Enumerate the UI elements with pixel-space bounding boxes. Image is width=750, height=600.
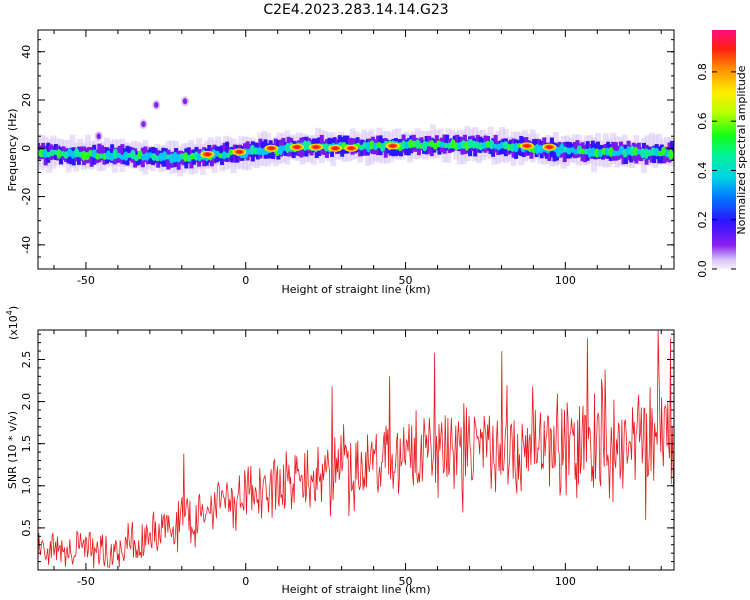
y-tick-label: 1.0 [20, 477, 33, 495]
spectrogram-outlier [96, 133, 101, 140]
spectrogram-band [38, 96, 674, 177]
spectrogram-body [97, 143, 102, 163]
x-tick-label: -50 [77, 575, 95, 588]
y-tick-label: -40 [20, 236, 33, 254]
spectrogram-body [166, 149, 171, 170]
colorbar-tick-label: 0.6 [696, 112, 709, 130]
snr-series-line [38, 330, 674, 569]
colorbar: 0.0 0.2 0.4 0.6 0.8 Normalized spectral ampl… [696, 30, 748, 278]
y-tick-label: 0.5 [20, 519, 33, 537]
spectrogram-core [302, 140, 308, 151]
y-tick-label: 1.5 [20, 435, 33, 453]
y-tick-label: 2.5 [20, 351, 33, 369]
figure-title: C2E4.2023.283.14.14.G23 [263, 2, 448, 18]
spectrogram-core [594, 148, 600, 158]
spectrogram-body [225, 141, 230, 162]
spectrogram-peak [268, 146, 275, 150]
spectrogram-core [225, 152, 231, 158]
spectrogram-core [408, 138, 414, 149]
colorbar-tick-label: 0.0 [696, 260, 709, 278]
spectrogram-core [56, 149, 62, 159]
spectrogram-core [260, 147, 266, 156]
spectrogram-body [347, 137, 352, 151]
spectrogram-xlabel: Height of straight line (km) [281, 283, 430, 296]
spectrogram-body [445, 134, 450, 151]
y-tick-label: 40 [20, 45, 33, 59]
x-tick-label: 0 [242, 274, 249, 287]
spectrogram-body [99, 145, 104, 161]
y-tick-label: -20 [20, 188, 33, 206]
spectrogram-ticks: -50 0 50 100 40 20 0 -20 -40 [20, 30, 674, 287]
spectrogram-body [552, 142, 557, 162]
spectrogram-body [455, 134, 460, 151]
spectrogram-core [221, 151, 227, 160]
spectrogram-body [89, 147, 94, 167]
colorbar-tick-label: 0.2 [696, 211, 709, 229]
spectrogram-frame [37, 29, 675, 270]
spectrogram-core [123, 151, 129, 161]
colorbar-tick-label: 0.8 [696, 63, 709, 81]
spectrogram-outlier [141, 121, 146, 128]
spectrogram-peak [523, 144, 530, 148]
spectrogram-ylabel: Frequency (Hz) [6, 109, 19, 192]
x-tick-label: -50 [77, 274, 95, 287]
spectrogram-peak [313, 145, 320, 149]
spectrogram-core [228, 149, 234, 156]
svg-text:(x104): (x104) [5, 306, 20, 340]
x-tick-label: 50 [399, 575, 413, 588]
spectrogram-outlier [182, 98, 188, 105]
colorbar-label: Normalized spectral amplitude [735, 65, 748, 234]
spectrogram-panel: -50 0 50 100 40 20 0 -20 -40 Height of straight … [6, 29, 675, 296]
colorbar-ticks: 0.0 0.2 0.4 0.6 0.8 [696, 63, 736, 278]
snr-ylabel: SNR (10 * v/v) [6, 411, 19, 489]
spectrogram-core [668, 149, 674, 161]
spectrogram-peak [204, 152, 211, 156]
spectrogram-peak [546, 145, 553, 149]
y-tick-label: 20 [20, 93, 33, 107]
x-tick-label: 0 [242, 575, 249, 588]
spectrogram-outlier [154, 101, 159, 108]
colorbar-tick-label: 0.4 [696, 162, 709, 180]
x-tick-label: 100 [555, 575, 576, 588]
spectrogram-peak [389, 144, 396, 148]
spectrogram-peak [293, 145, 300, 149]
x-tick-label: 100 [555, 274, 576, 287]
spectrogram-peak [348, 146, 355, 150]
spectrogram-core [559, 143, 565, 154]
spectrogram-core [633, 146, 639, 156]
spectrogram-body [493, 135, 498, 153]
y-tick-label: 2.0 [20, 393, 33, 411]
colorbar-gradient [712, 30, 736, 269]
snr-multiplier: (x104) [5, 306, 20, 340]
x-tick-label: 50 [399, 274, 413, 287]
snr-panel: -50 0 50 100 0.5 1.0 1.5 2.0 2.5 Height of strai… [5, 306, 675, 596]
y-tick-label: 0 [20, 145, 33, 152]
spectrogram-peak [236, 150, 243, 154]
spectrogram-peak [332, 146, 339, 150]
snr-ticks: -50 0 50 100 0.5 1.0 1.5 2.0 2.5 [20, 330, 674, 588]
spectrogram-body [120, 144, 125, 165]
spectrogram-core [534, 143, 540, 155]
spectrogram-core [629, 145, 635, 157]
snr-xlabel: Height of straight line (km) [281, 583, 430, 596]
snr-frame [37, 329, 675, 571]
